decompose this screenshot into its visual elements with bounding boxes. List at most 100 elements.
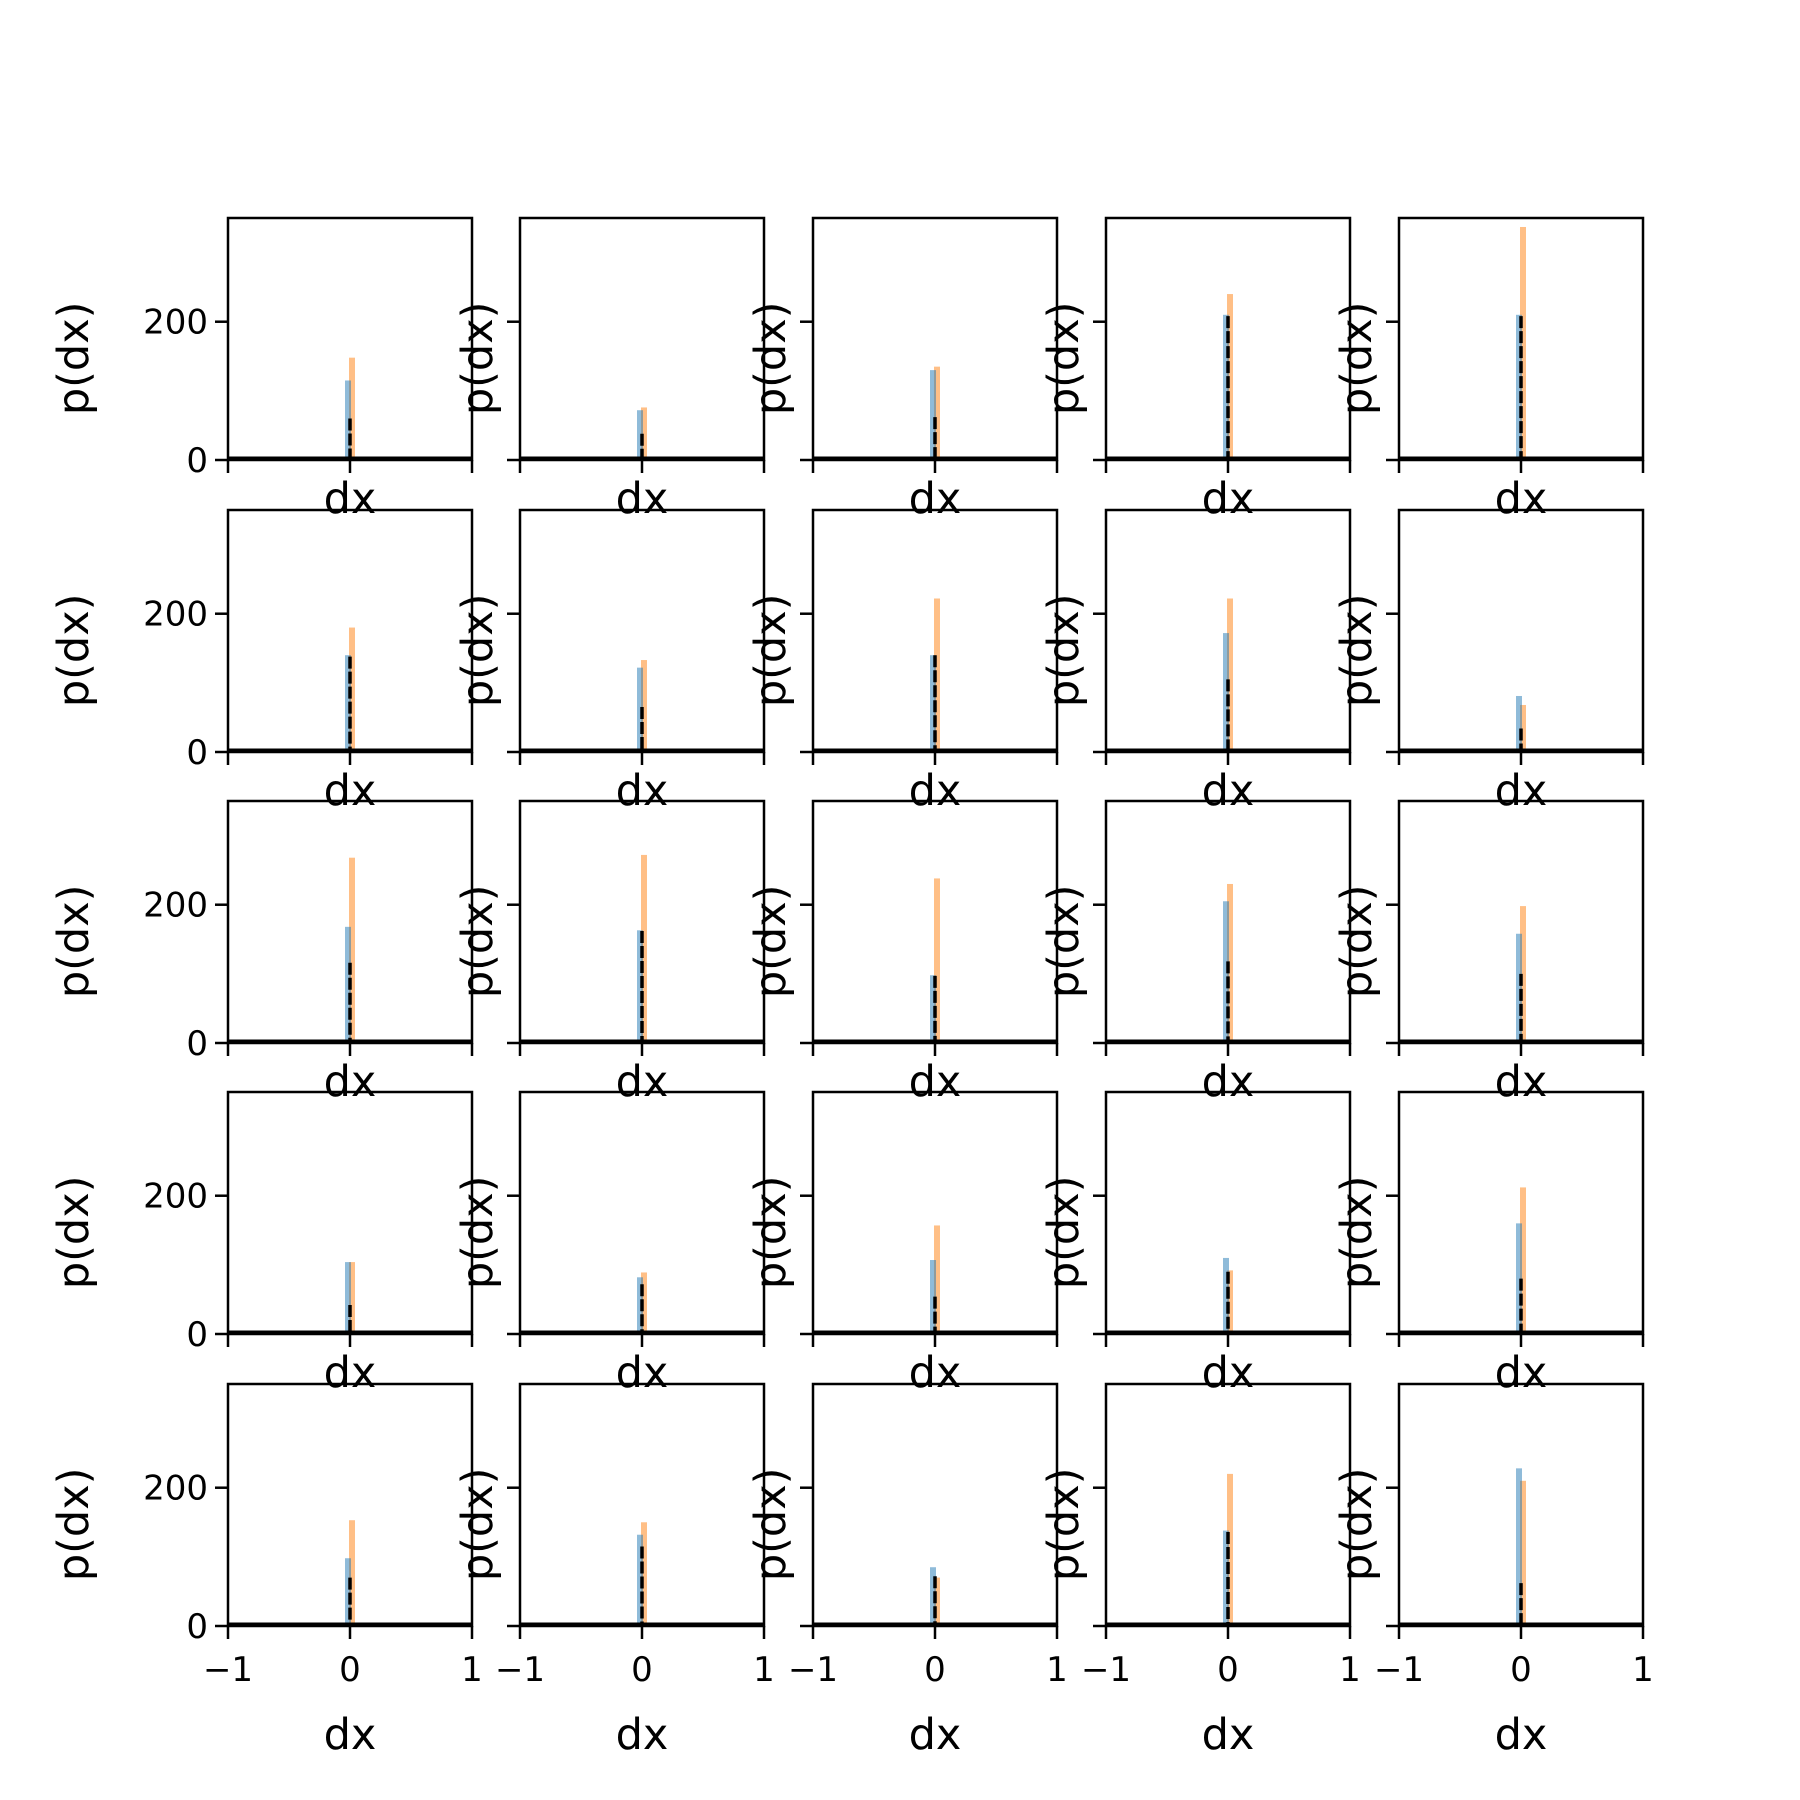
- y-axis-label-r3c5: p(dx): [1332, 885, 1382, 999]
- orange-bar-r5c5: [1520, 1480, 1526, 1626]
- y-axis-label-r5c4: p(dx): [1039, 1468, 1089, 1582]
- blue-bar-r2c5: [1516, 695, 1522, 752]
- x-axis-label-r4c3: dx: [909, 1348, 962, 1398]
- orange-bar-r1c5: [1520, 226, 1526, 460]
- x-tick-label-r5c2-0: −1: [495, 1650, 545, 1690]
- blue-bar-r3c5: [1516, 933, 1522, 1043]
- orange-bar-r3c3: [934, 878, 940, 1043]
- y-axis-label-r4c2: p(dx): [453, 1176, 503, 1290]
- y-tick-label-r2c1-0: 0: [186, 733, 208, 773]
- orange-bar-r3c1: [349, 857, 355, 1043]
- orange-bar-r5c2: [641, 1522, 647, 1626]
- x-axis-label-r2c2: dx: [616, 766, 669, 816]
- x-axis-label-r1c2: dx: [616, 474, 669, 524]
- orange-bar-r1c2: [641, 407, 647, 460]
- orange-bar-r4c1: [349, 1262, 355, 1334]
- x-tick-label-r5c5-1: 0: [1510, 1650, 1532, 1690]
- orange-bar-r4c3: [934, 1225, 940, 1334]
- blue-bar-r2c2: [637, 667, 643, 752]
- orange-bar-r5c4: [1227, 1473, 1233, 1626]
- x-tick-label-r5c1-2: 1: [461, 1650, 483, 1690]
- blue-bar-r2c3: [930, 655, 936, 752]
- x-tick-label-r5c4-0: −1: [1081, 1650, 1131, 1690]
- x-axis-label-r5c5: dx: [1495, 1710, 1548, 1760]
- y-axis-label-r1c1: p(dx): [49, 302, 99, 416]
- orange-bar-r4c2: [641, 1272, 647, 1334]
- x-axis-label-r4c5: dx: [1495, 1348, 1548, 1398]
- blue-bar-r4c2: [637, 1277, 643, 1334]
- y-axis-label-r3c2: p(dx): [453, 885, 503, 999]
- y-axis-label-r5c2: p(dx): [453, 1468, 503, 1582]
- x-axis-label-r3c4: dx: [1202, 1057, 1255, 1107]
- orange-bar-r1c1: [349, 357, 355, 460]
- y-axis-label-r1c5: p(dx): [1332, 302, 1382, 416]
- x-tick-label-r5c2-1: 0: [631, 1650, 653, 1690]
- orange-bar-r5c1: [349, 1520, 355, 1626]
- y-tick-label-r3c1-0: 0: [186, 1024, 208, 1064]
- y-axis-label-r3c1: p(dx): [49, 885, 99, 999]
- y-axis-label-r2c1: p(dx): [49, 594, 99, 708]
- x-axis-label-r3c5: dx: [1495, 1057, 1548, 1107]
- blue-bar-r1c1: [345, 380, 351, 460]
- y-axis-label-r1c4: p(dx): [1039, 302, 1089, 416]
- blue-bar-r3c2: [637, 930, 643, 1043]
- x-tick-label-r5c5-2: 1: [1632, 1650, 1654, 1690]
- blue-bar-r4c4: [1223, 1257, 1229, 1334]
- y-axis-label-r2c5: p(dx): [1332, 594, 1382, 708]
- x-axis-label-r1c3: dx: [909, 474, 962, 524]
- y-axis-label-r1c2: p(dx): [453, 302, 503, 416]
- y-axis-label-r1c3: p(dx): [746, 302, 796, 416]
- orange-bar-r3c4: [1227, 883, 1233, 1043]
- orange-bar-r3c2: [641, 854, 647, 1043]
- orange-bar-r2c5: [1520, 704, 1526, 752]
- orange-bar-r2c4: [1227, 598, 1233, 752]
- y-tick-label-r5c1-0: 0: [186, 1607, 208, 1647]
- y-axis-label-r3c3: p(dx): [746, 885, 796, 999]
- x-tick-label-r5c3-1: 0: [924, 1650, 946, 1690]
- x-tick-label-r5c4-2: 1: [1339, 1650, 1361, 1690]
- blue-bar-r1c5: [1516, 314, 1522, 460]
- orange-bar-r4c4: [1227, 1270, 1233, 1334]
- y-tick-label-r4c1-0: 0: [186, 1315, 208, 1355]
- x-axis-label-r2c1: dx: [324, 766, 377, 816]
- x-axis-label-r4c2: dx: [616, 1348, 669, 1398]
- blue-bar-r5c2: [637, 1534, 643, 1626]
- x-tick-label-r5c1-1: 0: [339, 1650, 361, 1690]
- x-axis-label-r2c3: dx: [909, 766, 962, 816]
- blue-bar-r5c3: [930, 1567, 936, 1626]
- x-tick-label-r5c3-0: −1: [788, 1650, 838, 1690]
- orange-bar-r4c5: [1520, 1187, 1526, 1334]
- blue-bar-r2c1: [345, 655, 351, 752]
- x-axis-label-r1c5: dx: [1495, 474, 1548, 524]
- x-axis-label-r1c4: dx: [1202, 474, 1255, 524]
- y-axis-label-r5c5: p(dx): [1332, 1468, 1382, 1582]
- orange-bar-r1c4: [1227, 294, 1233, 460]
- blue-bar-r3c1: [345, 926, 351, 1043]
- x-axis-label-r4c4: dx: [1202, 1348, 1255, 1398]
- x-axis-label-r5c2: dx: [616, 1710, 669, 1760]
- x-axis-label-r5c4: dx: [1202, 1710, 1255, 1760]
- blue-bar-r4c1: [345, 1262, 351, 1334]
- blue-bar-r4c3: [930, 1260, 936, 1334]
- orange-bar-r1c3: [934, 366, 940, 460]
- x-axis-label-r5c1: dx: [324, 1710, 377, 1760]
- y-tick-label-r2c1-1: 200: [143, 595, 208, 635]
- x-axis-label-r3c1: dx: [324, 1057, 377, 1107]
- y-tick-label-r1c1-1: 200: [143, 303, 208, 343]
- x-tick-label-r5c1-0: −1: [203, 1650, 253, 1690]
- orange-bar-r2c2: [641, 660, 647, 752]
- y-axis-label-r2c2: p(dx): [453, 594, 503, 708]
- y-axis-label-r4c4: p(dx): [1039, 1176, 1089, 1290]
- y-axis-label-r4c5: p(dx): [1332, 1176, 1382, 1290]
- x-axis-label-r2c4: dx: [1202, 766, 1255, 816]
- x-axis-label-r3c3: dx: [909, 1057, 962, 1107]
- y-axis-label-r5c3: p(dx): [746, 1468, 796, 1582]
- x-axis-label-r4c1: dx: [324, 1348, 377, 1398]
- y-tick-label-r3c1-1: 200: [143, 886, 208, 926]
- y-axis-label-r4c1: p(dx): [49, 1176, 99, 1290]
- x-axis-label-r5c3: dx: [909, 1710, 962, 1760]
- blue-bar-r3c3: [930, 975, 936, 1043]
- x-axis-label-r2c5: dx: [1495, 766, 1548, 816]
- blue-bar-r1c4: [1223, 314, 1229, 460]
